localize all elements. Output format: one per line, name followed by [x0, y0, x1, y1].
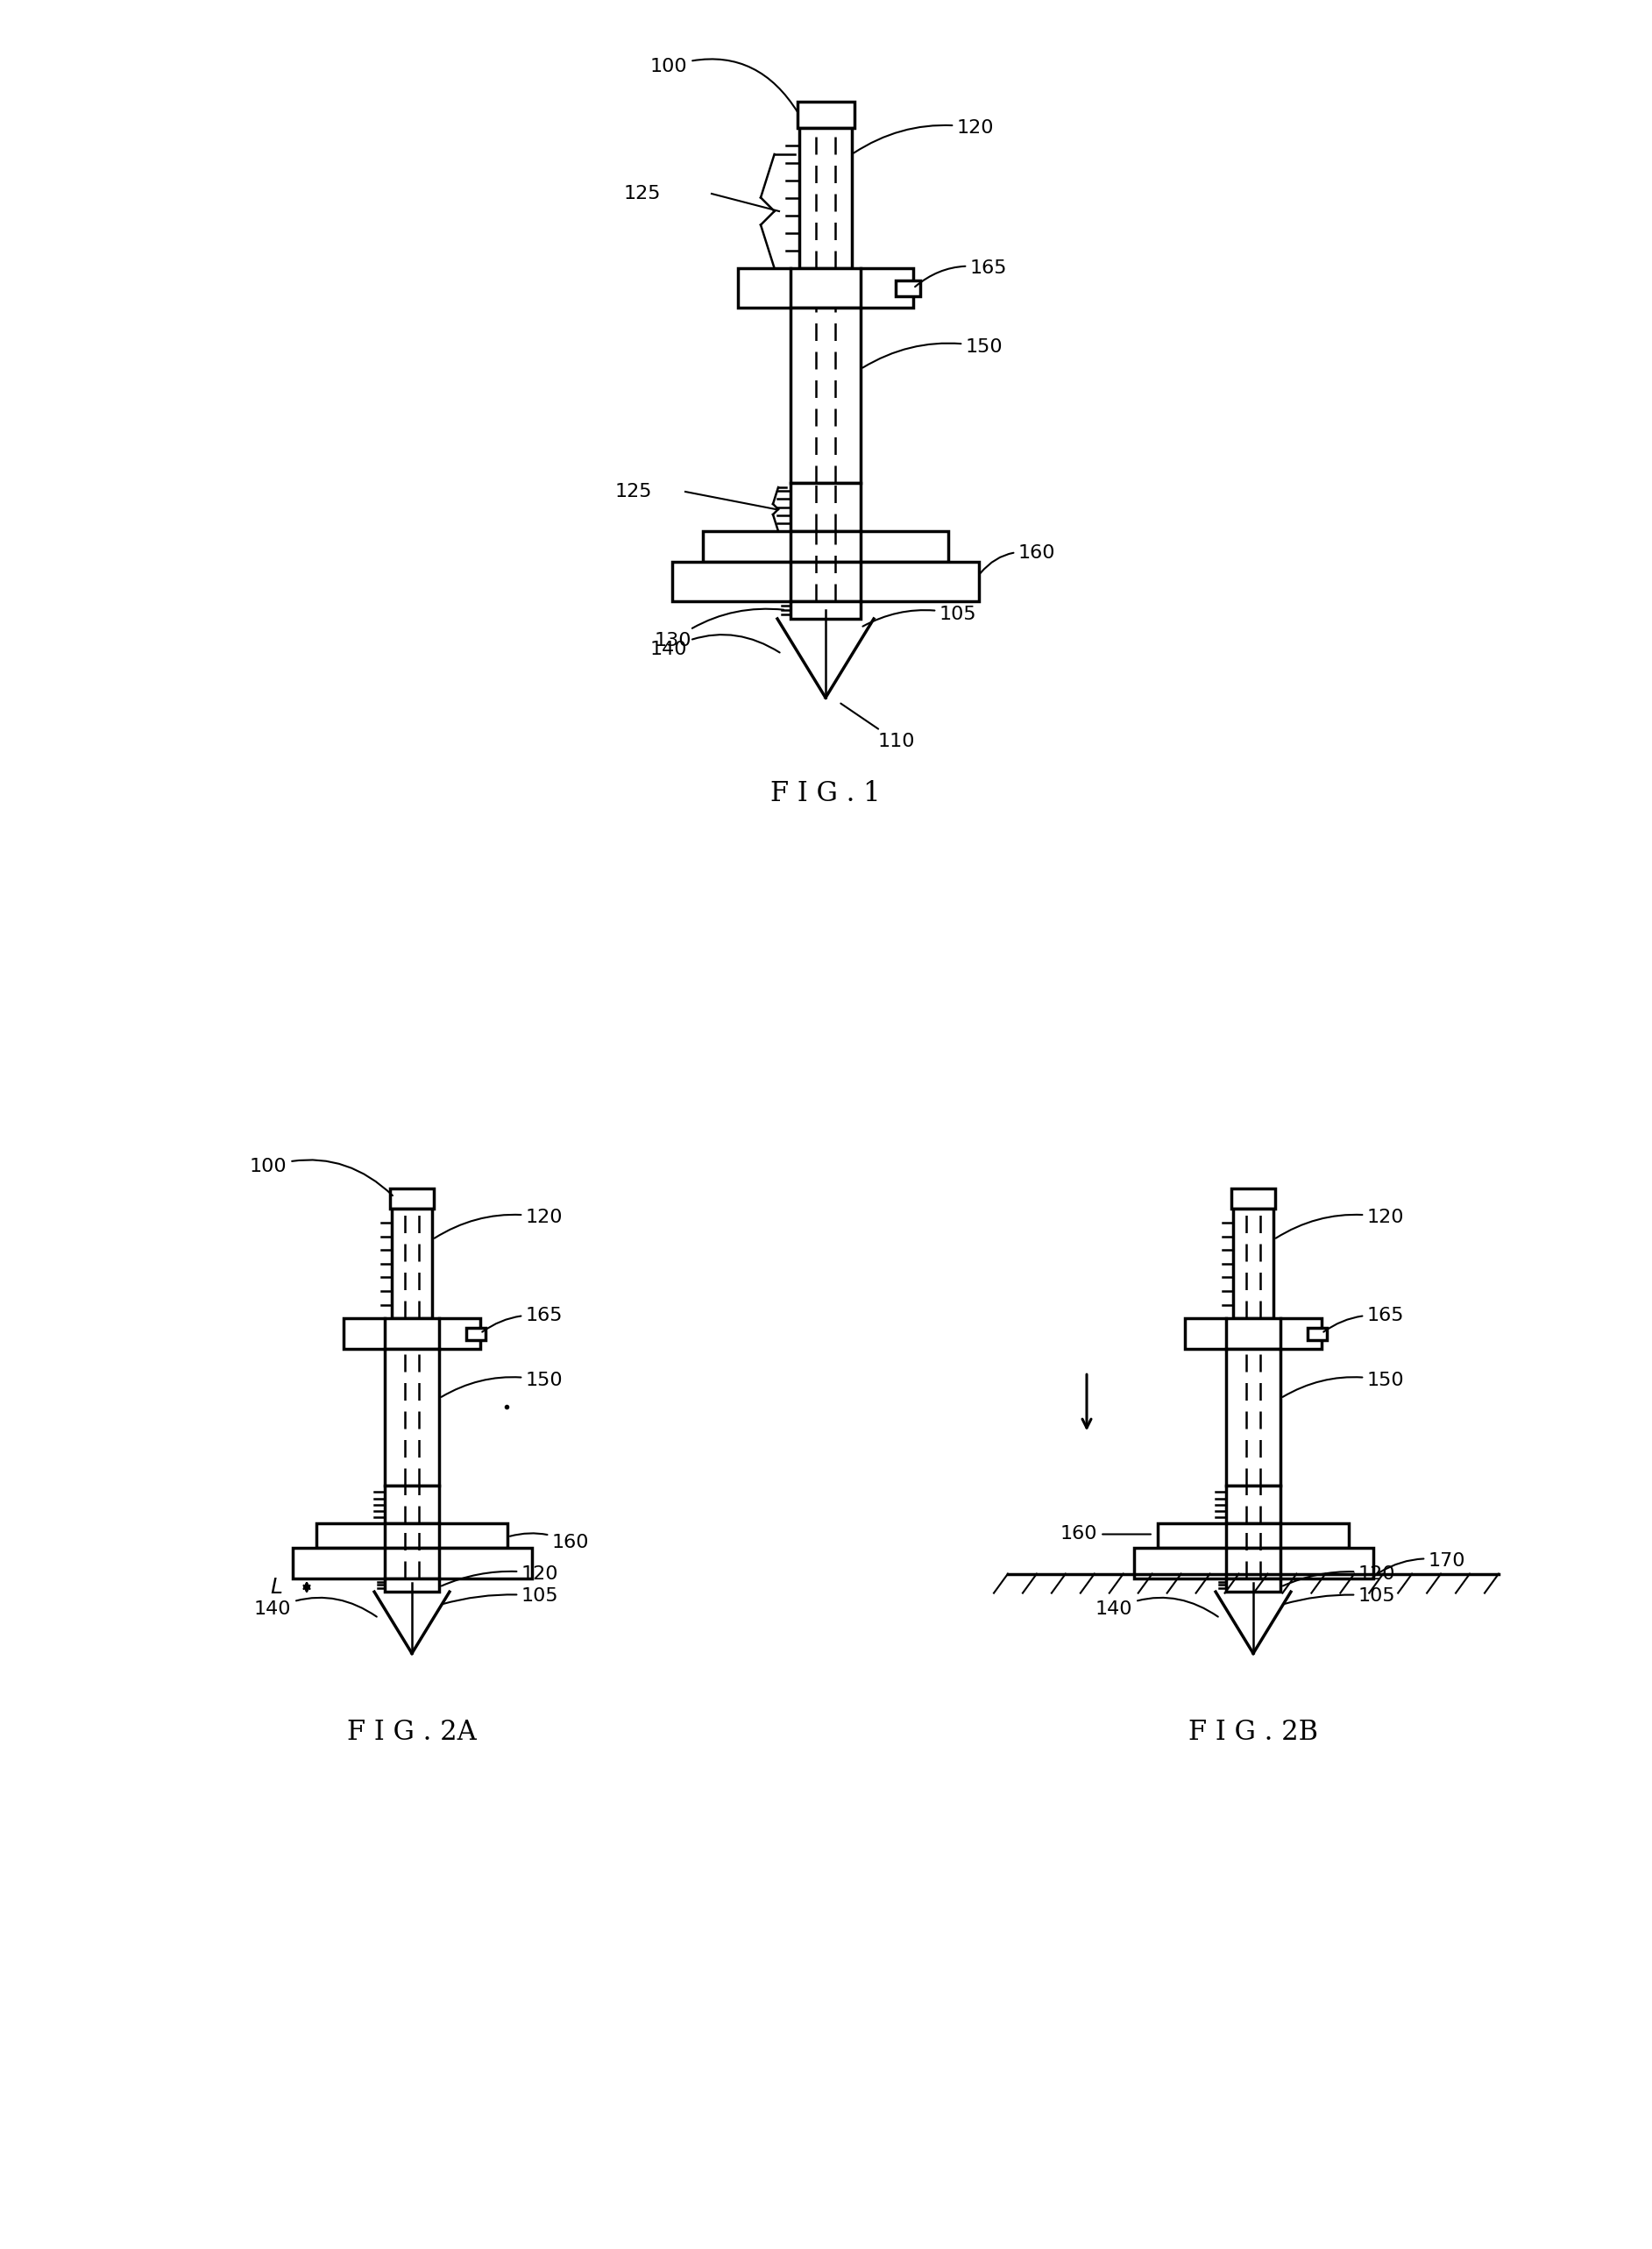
Bar	[1226, 1487, 1280, 1523]
Text: L: L	[269, 1577, 282, 1597]
Bar	[1226, 1579, 1280, 1592]
Text: 140: 140	[1095, 1597, 1218, 1619]
Text: 120: 120	[434, 1208, 563, 1239]
Bar	[385, 1487, 439, 1523]
Bar	[796, 101, 854, 128]
Text: 140: 140	[254, 1597, 377, 1619]
Bar	[1231, 1187, 1275, 1210]
Text: 170: 170	[1379, 1552, 1465, 1572]
Text: 100: 100	[651, 58, 798, 112]
Bar	[390, 1187, 434, 1210]
Text: 150: 150	[862, 337, 1003, 369]
Bar	[1232, 1210, 1274, 1318]
Bar	[1133, 1547, 1373, 1579]
Bar	[1158, 1523, 1350, 1547]
Text: 165: 165	[1323, 1307, 1404, 1331]
Text: 105: 105	[1284, 1588, 1396, 1606]
Text: 160: 160	[981, 544, 1056, 573]
Text: F I G . 2B: F I G . 2B	[1188, 1718, 1318, 1745]
Bar	[344, 1318, 481, 1349]
Bar	[791, 600, 861, 618]
Text: 110: 110	[841, 704, 915, 751]
Bar	[466, 1327, 486, 1340]
Bar	[702, 531, 948, 562]
Text: 120: 120	[854, 119, 995, 153]
Bar	[385, 1349, 439, 1487]
Bar	[791, 308, 861, 484]
Text: F I G . 1: F I G . 1	[770, 780, 881, 807]
Bar	[738, 268, 914, 308]
Text: 100: 100	[249, 1158, 393, 1196]
Text: 140: 140	[651, 634, 780, 659]
Text: 160: 160	[510, 1534, 590, 1552]
Bar	[791, 484, 861, 531]
Text: 160: 160	[1061, 1525, 1151, 1543]
Text: 125: 125	[624, 184, 661, 202]
Bar	[800, 128, 852, 268]
Text: 120: 120	[1275, 1208, 1404, 1239]
Bar	[672, 562, 980, 600]
Text: 125: 125	[615, 484, 653, 502]
Text: 165: 165	[482, 1307, 563, 1331]
Text: 150: 150	[1282, 1372, 1404, 1397]
Text: 120: 120	[441, 1565, 558, 1586]
Text: 150: 150	[441, 1372, 563, 1397]
Bar	[1308, 1327, 1327, 1340]
Bar	[385, 1579, 439, 1592]
Text: F I G . 2A: F I G . 2A	[347, 1718, 477, 1745]
Text: 165: 165	[915, 259, 1008, 288]
Bar	[316, 1523, 507, 1547]
Bar	[1184, 1318, 1322, 1349]
Bar	[292, 1547, 532, 1579]
Text: 105: 105	[441, 1588, 558, 1606]
Bar	[392, 1210, 433, 1318]
Bar	[1226, 1349, 1280, 1487]
Text: 105: 105	[862, 605, 976, 627]
Text: 120: 120	[1284, 1565, 1396, 1586]
Bar	[895, 281, 920, 297]
Text: 130: 130	[654, 609, 783, 650]
